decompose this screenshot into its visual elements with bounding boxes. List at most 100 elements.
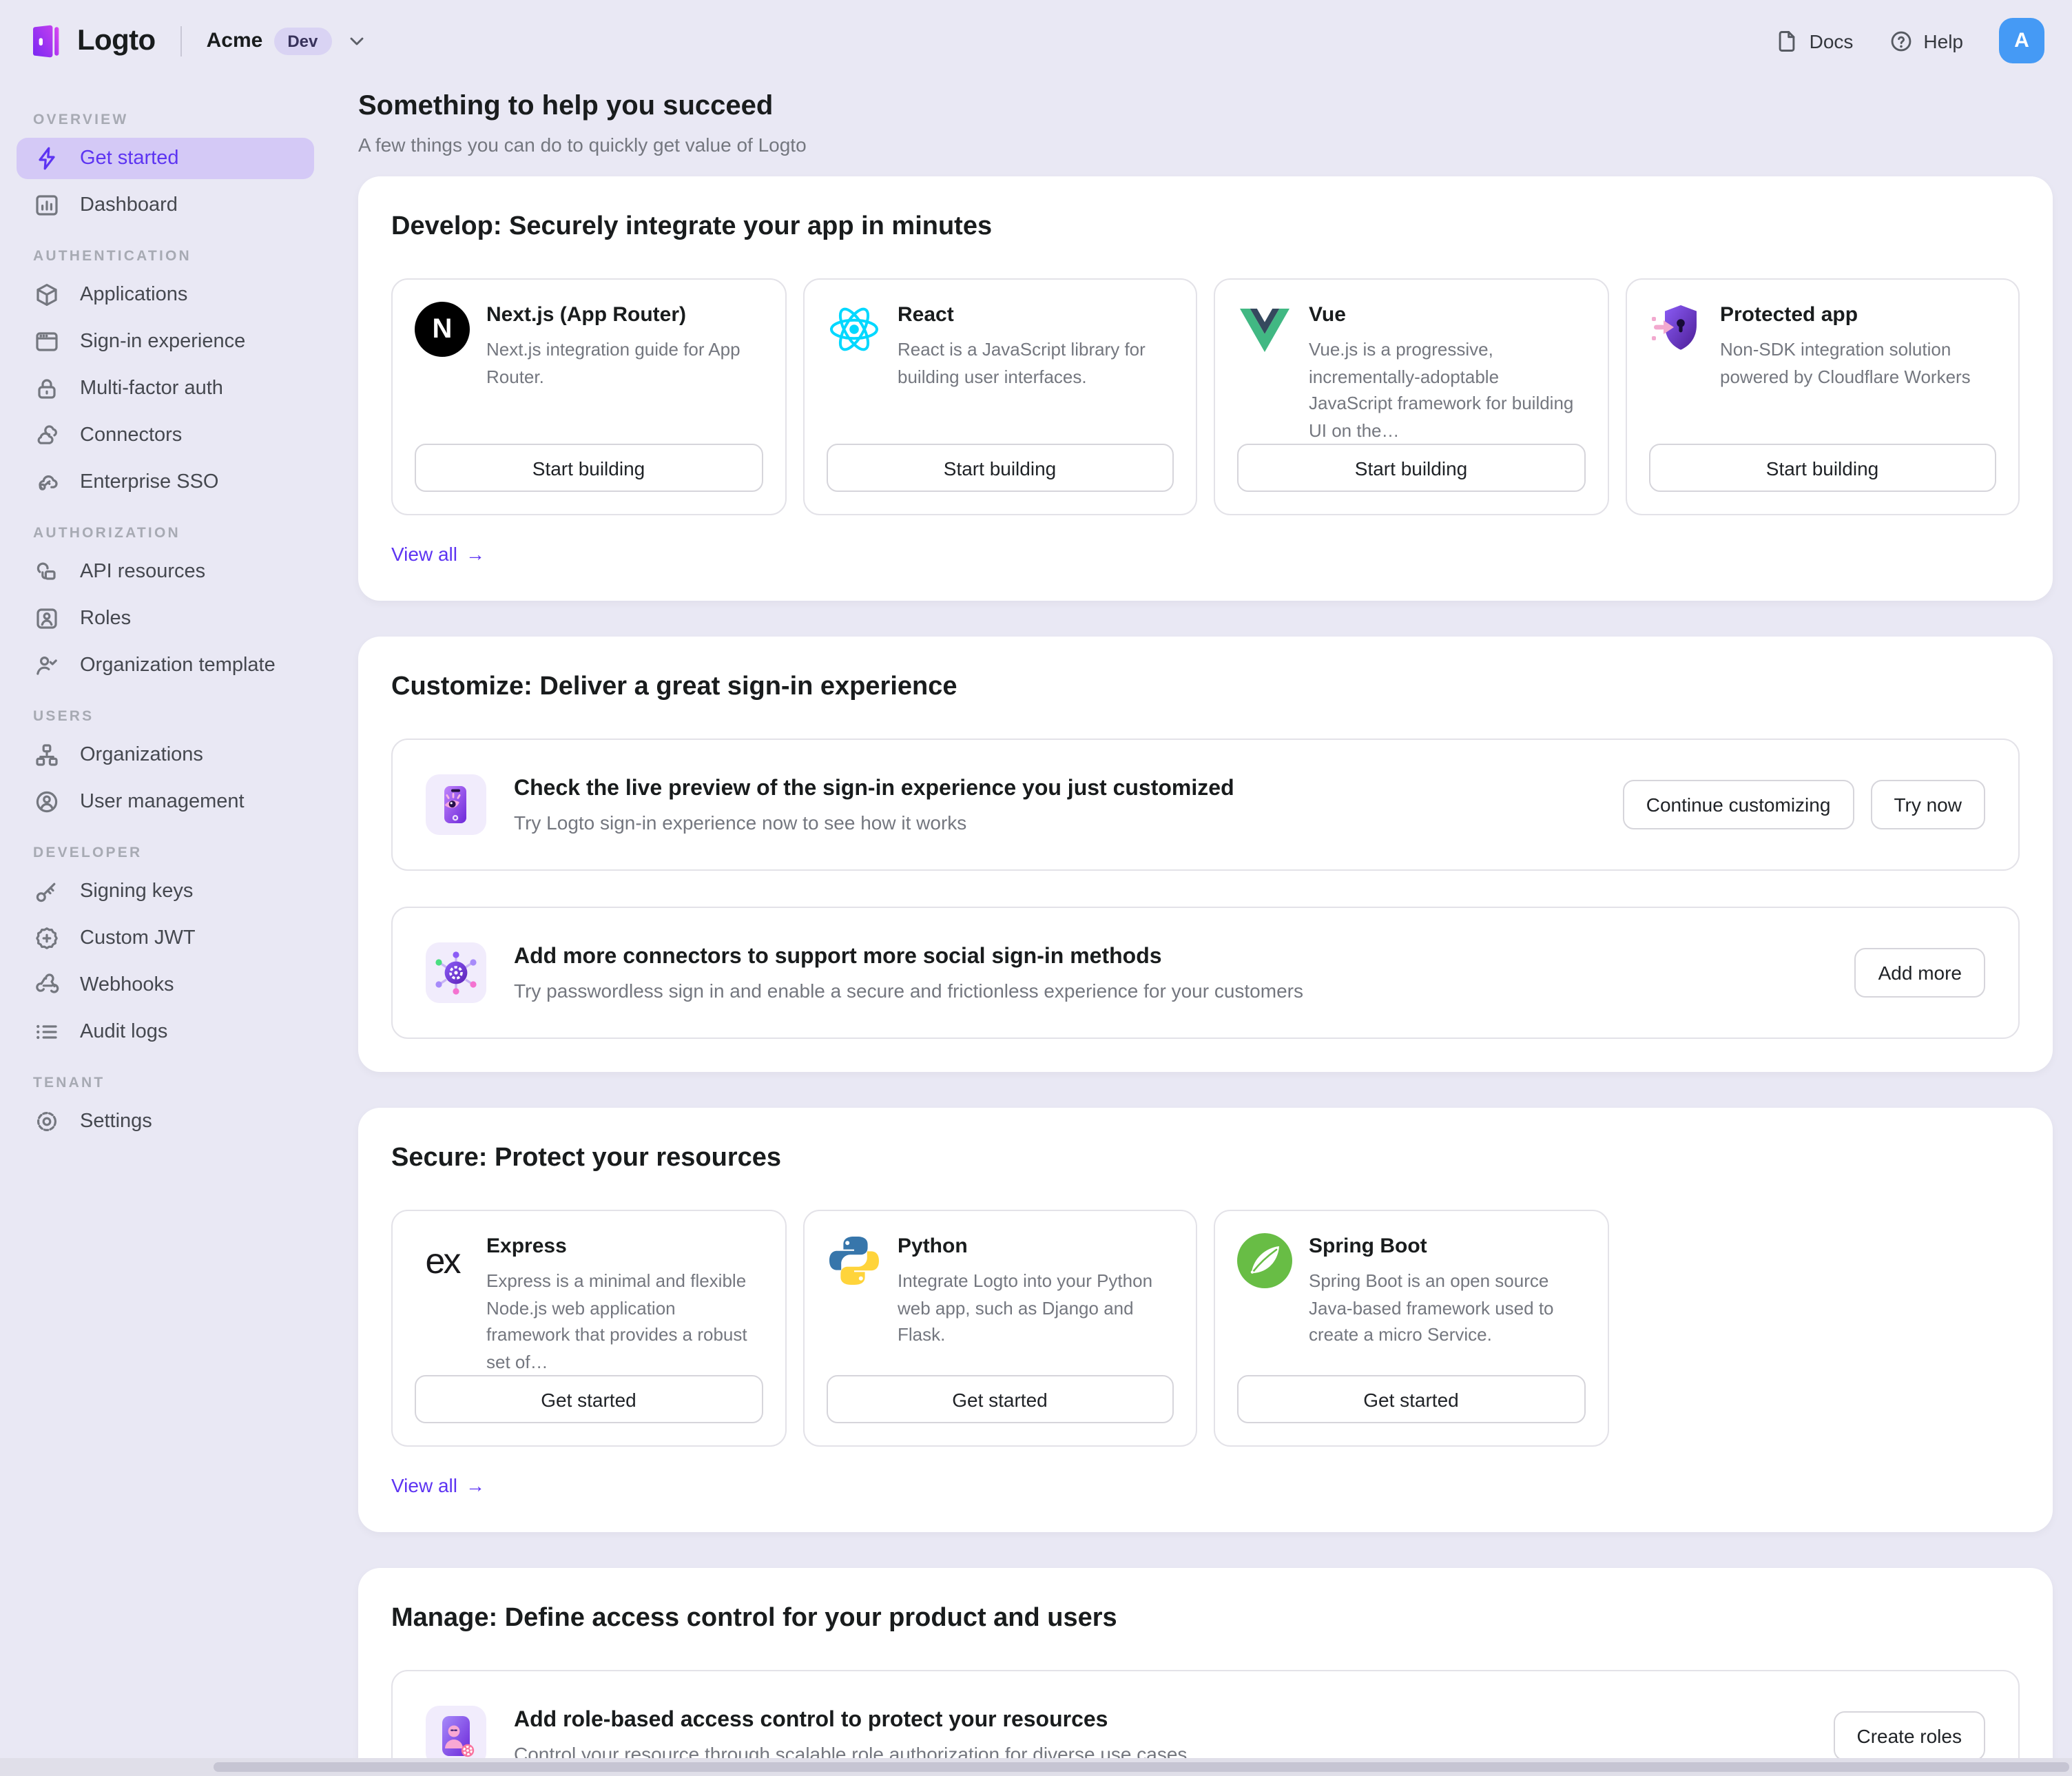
start-building-button[interactable]: Start building [1237,444,1585,492]
sidebar-item-applications[interactable]: Applications [17,274,314,316]
brand-name: Logto [77,24,156,56]
tenant-name: Acme [206,29,263,52]
page-subtitle: A few things you can do to quickly get v… [358,134,807,156]
get-started-button[interactable]: Get started [826,1375,1174,1423]
sidebar-item-api-resources[interactable]: API resources [17,551,314,592]
sidebar-item-label: Enterprise SSO [80,471,219,493]
sidebar-item-label: Organization template [80,654,276,677]
horizontal-scrollbar-thumb[interactable] [214,1762,2069,1772]
docs-button[interactable]: Docs [1775,28,1854,53]
card-description: Next.js integration guide for App Router… [486,339,740,386]
list-icon [33,1018,61,1046]
framework-card-nextjs: N Next.js (App Router) Next.js integrati… [391,278,786,515]
dashboard-icon [33,192,61,219]
help-button[interactable]: Help [1889,28,1963,53]
sidebar-item-audit-logs[interactable]: Audit logs [17,1011,314,1053]
api-icon [33,558,61,586]
card-title: Express [486,1235,567,1258]
seal-plus-icon [33,925,61,952]
sidebar-item-signing-keys[interactable]: Signing keys [17,871,314,912]
avatar-letter: A [2014,29,2029,52]
add-connectors-row: Add more connectors to support more soci… [391,907,2020,1039]
gear-icon [33,1108,61,1135]
person-check-icon [33,652,61,679]
sidebar-item-organization-template[interactable]: Organization template [17,645,314,686]
task-subtitle: Try Logto sign-in experience now to see … [514,811,967,833]
view-all-link[interactable]: View all → [391,543,485,565]
spring-boot-logo [1237,1233,1292,1288]
sidebar-item-dashboard[interactable]: Dashboard [17,185,314,226]
sidebar-item-custom-jwt[interactable]: Custom JWT [17,918,314,959]
sidebar-item-label: Settings [80,1111,152,1133]
sidebar-item-label: Dashboard [80,194,178,216]
topbar-actions: Docs Help A [1775,18,2044,63]
sidebar-item-roles[interactable]: Roles [17,598,314,639]
card-title: Spring Boot [1309,1235,1427,1258]
sidebar-item-webhooks[interactable]: Webhooks [17,964,314,1006]
add-more-button[interactable]: Add more [1854,948,1985,998]
lock-icon [33,375,61,402]
sidebar-item-get-started[interactable]: Get started [17,138,314,179]
sidebar-item-label: Applications [80,284,188,306]
tenant-selector[interactable]: Acme Dev [207,27,368,54]
arrow-right-icon: → [466,543,485,565]
start-building-button[interactable]: Start building [1648,444,1996,492]
sidebar-item-settings[interactable]: Settings [17,1101,314,1142]
task-subtitle: Try passwordless sign in and enable a se… [514,979,1303,1001]
get-started-button[interactable]: Get started [1237,1375,1585,1423]
sidebar-item-sign-in-experience[interactable]: Sign-in experience [17,321,314,362]
sidebar-item-label: Audit logs [80,1021,168,1043]
sidebar-item-label: Organizations [80,744,203,766]
webhook-icon [33,971,61,999]
sidebar-section-users: USERS [33,708,94,725]
help-label: Help [1923,30,1963,52]
logto-brand[interactable]: Logto [28,23,156,59]
browser-icon [33,328,61,355]
card-description: Integrate Logto into your Python web app… [898,1270,1153,1345]
framework-card-express: ex Express Express is a minimal and flex… [391,1210,786,1447]
create-roles-button[interactable]: Create roles [1833,1711,1985,1761]
card-title: Python [898,1235,968,1258]
live-preview-row: Check the live preview of the sign-in ex… [391,739,2020,871]
view-all-link[interactable]: View all → [391,1474,485,1496]
docs-label: Docs [1809,30,1854,52]
sidebar-item-organizations[interactable]: Organizations [17,734,314,776]
connectors-hub-icon [426,942,486,1003]
card-title: Vue [1309,303,1346,327]
sign-in-preview-icon [426,774,486,835]
card-description: Express is a minimal and flexible Node.j… [486,1270,747,1372]
sidebar-item-label: API resources [80,561,206,583]
task-title: Check the live preview of the sign-in ex… [514,776,1234,800]
framework-card-python: Python Integrate Logto into your Python … [802,1210,1197,1447]
card-description: Non-SDK integration solution powered by … [1720,339,1971,386]
document-icon [1775,28,1800,53]
task-title: Add role-based access control to protect… [514,1708,1108,1731]
continue-customizing-button[interactable]: Continue customizing [1622,780,1854,829]
sidebar-item-connectors[interactable]: Connectors [17,415,314,456]
sidebar-item-user-management[interactable]: User management [17,781,314,823]
vue-logo [1237,302,1292,357]
horizontal-scrollbar[interactable] [0,1758,2072,1776]
start-building-button[interactable]: Start building [826,444,1174,492]
topbar-divider [180,25,182,56]
start-building-button[interactable]: Start building [415,444,763,492]
user-avatar[interactable]: A [1999,18,2044,63]
page-title: Something to help you succeed [358,91,774,121]
secure-section: Secure: Protect your resources ex Expres… [358,1108,2053,1532]
get-started-button[interactable]: Get started [415,1375,763,1423]
sidebar-item-multi-factor-auth[interactable]: Multi-factor auth [17,368,314,409]
user-circle-icon [33,788,61,816]
sidebar-section-overview: OVERVIEW [33,112,129,128]
framework-card-spring-boot: Spring Boot Spring Boot is an open sourc… [1214,1210,1608,1447]
sidebar-item-label: Webhooks [80,974,174,996]
try-now-button[interactable]: Try now [1870,780,1985,829]
card-title: React [898,303,954,327]
sidebar-item-label: Get started [80,147,179,169]
topbar: Logto Acme Dev Docs Help [0,0,2072,81]
card-description: Vue.js is a progressive, incrementally-a… [1309,339,1574,440]
sidebar: OVERVIEW Get started Dashboard AUTHENTIC… [0,81,331,1148]
card-title: Protected app [1720,303,1858,327]
sidebar-item-enterprise-sso[interactable]: Enterprise SSO [17,462,314,503]
express-logo: ex [425,1240,462,1281]
